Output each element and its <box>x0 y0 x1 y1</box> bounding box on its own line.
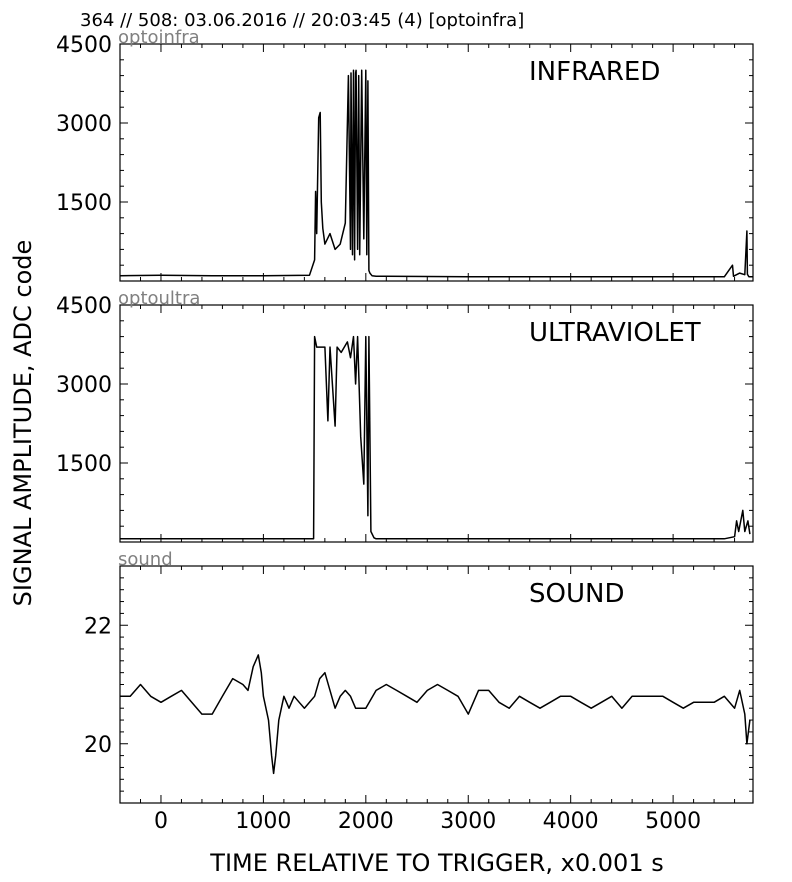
y-tick-label-infrared: 1500 <box>56 191 112 216</box>
panel-title-sound: SOUND <box>529 579 624 609</box>
x-tick-label: 1000 <box>235 809 291 834</box>
panel-ultraviolet: optoultra ULTRAVIOLET 1500 3000 4500 <box>56 288 754 543</box>
x-tick-label: 4000 <box>543 809 599 834</box>
plot-frame-infrared <box>119 43 754 282</box>
y-tick-label-ultraviolet: 1500 <box>56 452 112 477</box>
figure-header: 364 // 508: 03.06.2016 // 20:03:45 (4) [… <box>80 10 524 31</box>
panel-subtitle-infrared: optoinfra <box>118 27 200 48</box>
panel-sound: sound SOUND 20 22 <box>84 549 754 804</box>
y-tick-label-sound: 22 <box>84 614 112 639</box>
x-tick-label: 2000 <box>338 809 394 834</box>
series-line-sound <box>120 654 751 775</box>
y-axis-label: SIGNAL AMPLITUDE, ADC code <box>9 240 37 607</box>
y-tick-label-infrared: 3000 <box>56 112 112 137</box>
y-tick-label-ultraviolet: 3000 <box>56 373 112 398</box>
y-tick-label-sound: 20 <box>84 733 112 758</box>
series-line-infrared <box>119 69 753 278</box>
plot-frame-ultraviolet <box>119 304 754 543</box>
panel-subtitle-sound: sound <box>118 549 173 570</box>
x-tick-label: 3000 <box>440 809 496 834</box>
panel-title-infrared: INFRARED <box>529 57 660 87</box>
panel-title-ultraviolet: ULTRAVIOLET <box>529 318 701 348</box>
panel-infrared: optoinfra INFRARED 1500 3000 4500 <box>56 27 754 282</box>
y-tick-label-ultraviolet: 4500 <box>56 294 112 319</box>
x-tick-label: 0 <box>154 809 168 834</box>
x-axis-label: TIME RELATIVE TO TRIGGER, x0.001 s <box>209 849 663 877</box>
x-tick-label: 5000 <box>645 809 701 834</box>
series-line-ultraviolet <box>120 335 751 540</box>
y-tick-label-infrared: 4500 <box>56 33 112 58</box>
panel-subtitle-ultraviolet: optoultra <box>118 288 200 309</box>
